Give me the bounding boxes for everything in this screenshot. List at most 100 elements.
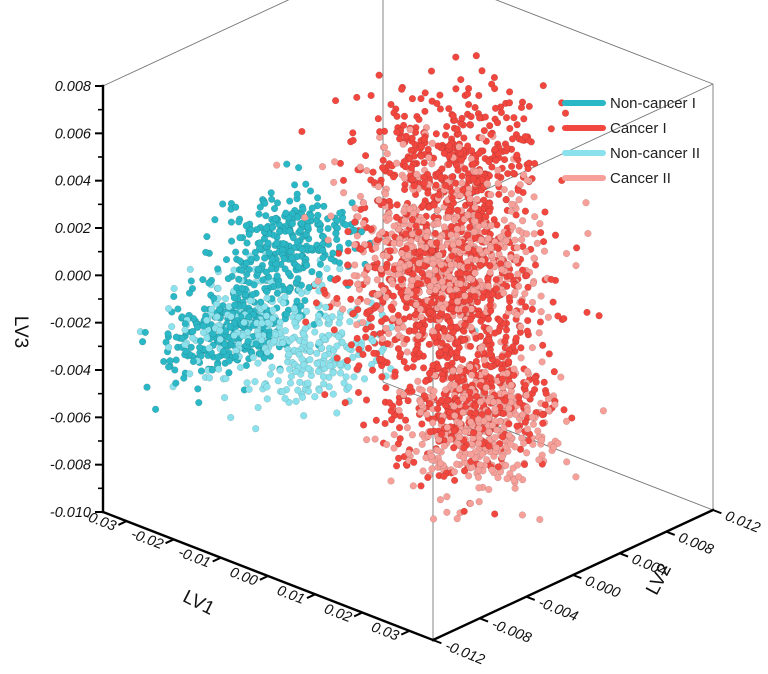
scatter-point <box>245 385 253 394</box>
scatter-point <box>408 134 416 142</box>
scatter-point <box>389 173 398 181</box>
scatter-point <box>406 383 414 391</box>
scatter-point <box>281 293 289 301</box>
scatter-point <box>468 463 476 471</box>
scatter-point <box>315 319 324 327</box>
scatter-point <box>336 209 344 217</box>
scatter-point <box>490 84 499 93</box>
scatter-point <box>340 379 348 387</box>
scatter-point <box>449 366 457 375</box>
y-tick <box>619 552 629 558</box>
scatter-point <box>541 208 549 216</box>
y-tick-label: -0.004 <box>536 595 580 625</box>
scatter-point <box>382 263 391 271</box>
scatter-point <box>333 409 341 417</box>
scatter-point <box>529 420 538 428</box>
scatter-point <box>511 288 519 296</box>
scatter-point <box>515 196 523 204</box>
scatter-point <box>458 114 466 123</box>
scatter-point <box>427 299 436 307</box>
scatter-point <box>485 442 493 450</box>
scatter-point <box>502 195 510 204</box>
scatter-point <box>311 393 319 401</box>
scatter-point <box>485 428 493 436</box>
scatter-point <box>428 139 437 147</box>
scatter-point <box>353 280 362 288</box>
scatter-point <box>426 428 435 436</box>
scatter-point <box>324 224 332 233</box>
scatter-point <box>419 325 427 334</box>
scatter-point <box>459 285 468 293</box>
scatter-point <box>333 216 341 225</box>
scatter-point <box>522 449 531 457</box>
scatter-point <box>171 366 179 374</box>
scatter-point <box>530 254 538 262</box>
scatter-point <box>436 496 445 504</box>
scatter-point <box>402 244 410 253</box>
scatter-point <box>166 357 174 365</box>
scatter-point <box>362 325 370 333</box>
scatter-point <box>254 403 262 412</box>
frame-edge <box>102 0 290 87</box>
scatter-point <box>408 215 416 224</box>
scatter-point <box>160 357 168 366</box>
scatter-point <box>222 255 231 264</box>
scatter-point <box>447 231 455 239</box>
scatter-point <box>522 248 530 256</box>
scatter-point <box>211 216 219 224</box>
scatter-point <box>513 244 521 252</box>
scatter-point <box>432 130 440 138</box>
scatter-point <box>474 351 482 359</box>
scatter-point <box>432 181 440 189</box>
scatter-point <box>314 367 323 376</box>
scatter-point <box>466 223 474 231</box>
scatter-point <box>436 233 444 242</box>
scatter-point <box>467 450 475 458</box>
scatter-point <box>457 269 465 277</box>
scatter-point <box>250 281 258 289</box>
scatter-point <box>440 472 448 481</box>
scatter-point <box>390 444 398 452</box>
scatter-point <box>351 204 359 212</box>
scatter-point <box>271 214 280 223</box>
scatter-point <box>466 499 475 508</box>
scatter-point <box>403 335 411 344</box>
scatter-point <box>488 421 497 430</box>
scatter-point <box>319 253 327 262</box>
scatter-point <box>417 313 425 321</box>
scatter-point <box>343 363 352 371</box>
scatter-point <box>235 275 243 283</box>
scatter-point <box>547 125 555 133</box>
scatter-point <box>489 398 498 406</box>
scatter-point <box>276 366 284 375</box>
scatter-point <box>484 408 492 416</box>
scatter-point <box>238 284 246 293</box>
scatter-point <box>214 365 223 373</box>
scatter-point <box>335 243 344 251</box>
scatter-point <box>348 199 356 207</box>
scatter-point <box>377 317 386 326</box>
scatter-point <box>523 327 532 335</box>
scatter-point <box>355 362 363 370</box>
scatter-point <box>443 493 451 501</box>
z-tick-label: 0.006 <box>55 126 92 142</box>
scatter-point <box>562 249 571 258</box>
scatter-point <box>531 212 539 221</box>
scatter-point <box>395 265 403 273</box>
y-tick <box>525 595 536 601</box>
scatter-point <box>187 277 195 285</box>
scatter-point <box>195 343 204 352</box>
scatter-point <box>235 218 243 226</box>
scatter-point <box>505 404 513 412</box>
scatter-point <box>480 196 488 204</box>
scatter-point <box>376 128 384 136</box>
scatter-point <box>351 261 359 269</box>
scatter-point <box>453 206 462 214</box>
scatter-point <box>351 218 359 226</box>
scatter-point <box>313 360 321 368</box>
scatter-point <box>406 125 414 134</box>
scatter-point <box>387 477 395 485</box>
scatter-point <box>423 410 431 419</box>
scatter-point <box>270 204 279 213</box>
scatter-point <box>227 237 236 245</box>
